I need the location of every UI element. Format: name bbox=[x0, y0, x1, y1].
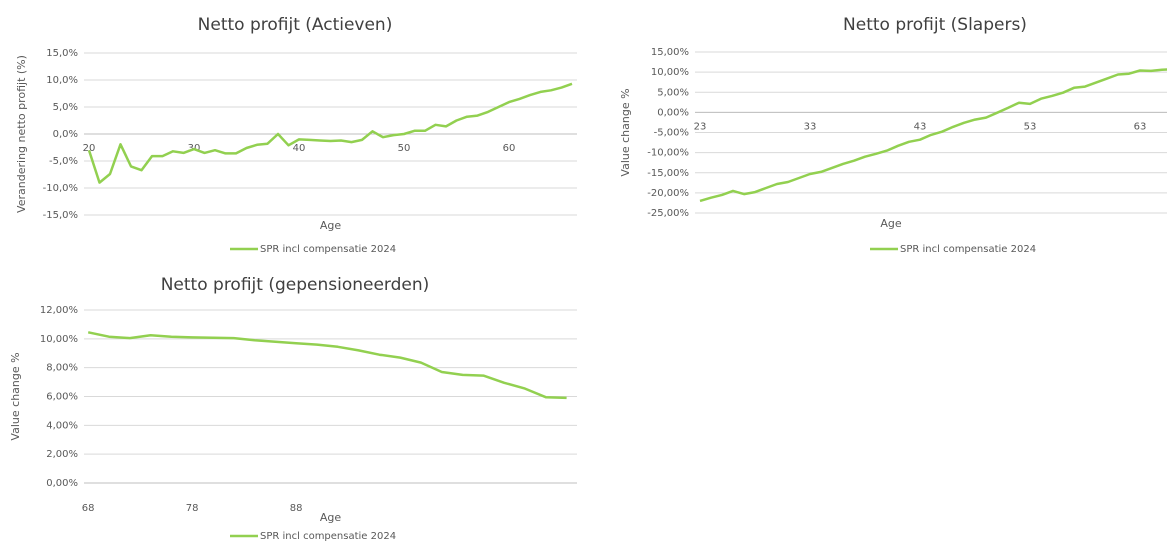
y-tick-label: 12,00% bbox=[40, 305, 78, 316]
x-tick-label: 33 bbox=[804, 121, 817, 132]
chart: Netto profijt (gepensioneerden) 12,00% 10,… bbox=[9, 275, 577, 542]
series-line bbox=[699, 68, 1167, 203]
y-tick-label: -15,00% bbox=[647, 168, 689, 179]
x-axis-title: Age bbox=[320, 511, 342, 524]
legend-label: SPR incl compensatie 2024 bbox=[260, 531, 396, 542]
chart-title: Netto profijt (gepensioneerden) bbox=[161, 275, 430, 295]
x-tick-label: 50 bbox=[398, 143, 411, 154]
y-tick-label: 2,00% bbox=[46, 449, 78, 460]
y-tick-label: 10,0% bbox=[46, 75, 78, 86]
y-tick-label: 0,0% bbox=[53, 129, 78, 140]
y-tick-label: -5,0% bbox=[49, 156, 78, 167]
chart-title: Netto profijt (Actieven) bbox=[198, 15, 393, 35]
y-tick-label: 0,00% bbox=[46, 478, 78, 489]
x-tick-label: 68 bbox=[82, 503, 95, 514]
y-tick-label: -10,00% bbox=[647, 148, 689, 159]
y-axis-title: Value change % bbox=[619, 88, 632, 176]
y-tick-label: -25,00% bbox=[647, 208, 689, 219]
x-tick-label: 53 bbox=[1024, 121, 1037, 132]
x-tick-label: 20 bbox=[83, 143, 96, 154]
y-tick-label: 4,00% bbox=[46, 420, 78, 431]
series-line bbox=[87, 331, 567, 400]
x-tick-label: 43 bbox=[914, 121, 927, 132]
y-tick-label: 15,0% bbox=[46, 48, 78, 59]
legend-label: SPR incl compensatie 2024 bbox=[260, 244, 396, 255]
y-axis-title: Value change % bbox=[9, 352, 22, 440]
x-tick-label: 88 bbox=[290, 503, 303, 514]
y-tick-label: 0,00% bbox=[657, 107, 689, 118]
x-tick-label: 23 bbox=[694, 121, 707, 132]
y-tick-label: -5,00% bbox=[654, 128, 689, 139]
legend-label: SPR incl compensatie 2024 bbox=[900, 244, 1036, 255]
chart: Netto profijt (Actieven) 15,0% 10,0% 5,0% 0,… bbox=[15, 15, 577, 255]
y-tick-label: 10,00% bbox=[40, 334, 78, 345]
y-tick-label: 5,0% bbox=[53, 102, 78, 113]
x-tick-label: 60 bbox=[503, 143, 516, 154]
chart: Netto profijt (Slapers) 15,00% 10,00% 5,00%… bbox=[619, 15, 1167, 255]
y-tick-label: 10,00% bbox=[651, 67, 689, 78]
y-tick-label: -10,0% bbox=[43, 183, 78, 194]
y-axis-title: Verandering netto profijt (%) bbox=[15, 55, 28, 213]
x-tick-label: 63 bbox=[1134, 121, 1147, 132]
y-tick-label: -20,00% bbox=[647, 188, 689, 199]
x-tick-label: 78 bbox=[186, 503, 199, 514]
chart-title: Netto profijt (Slapers) bbox=[843, 15, 1027, 35]
y-tick-label: 6,00% bbox=[46, 392, 78, 403]
y-tick-label: 5,00% bbox=[657, 87, 689, 98]
x-axis-title: Age bbox=[880, 217, 902, 230]
y-tick-label: 8,00% bbox=[46, 363, 78, 374]
y-tick-label: -15,0% bbox=[43, 210, 78, 221]
x-axis-title: Age bbox=[320, 219, 342, 232]
x-tick-label: 40 bbox=[293, 143, 306, 154]
y-tick-label: 15,00% bbox=[651, 47, 689, 58]
series-line bbox=[87, 82, 573, 184]
